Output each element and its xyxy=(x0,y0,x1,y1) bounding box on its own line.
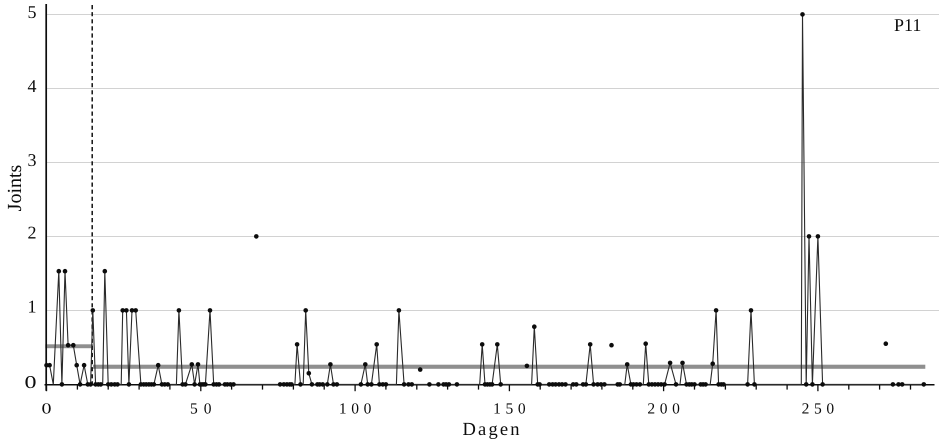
svg-text:0: 0 xyxy=(25,372,37,392)
svg-text:250: 250 xyxy=(802,401,835,418)
svg-text:5: 5 xyxy=(28,2,37,22)
svg-text:4: 4 xyxy=(28,76,37,96)
svg-text:1: 1 xyxy=(28,296,37,316)
svg-text:Dagen: Dagen xyxy=(463,420,520,440)
svg-text:100: 100 xyxy=(339,401,372,418)
svg-text:Joints: Joints xyxy=(4,164,26,211)
svg-text:150: 150 xyxy=(493,401,526,418)
svg-text:P11: P11 xyxy=(894,15,921,35)
svg-text:0: 0 xyxy=(42,401,52,418)
svg-text:2: 2 xyxy=(28,222,37,242)
svg-text:200: 200 xyxy=(647,401,680,418)
svg-text:3: 3 xyxy=(28,150,37,170)
svg-text:50: 50 xyxy=(190,401,212,418)
